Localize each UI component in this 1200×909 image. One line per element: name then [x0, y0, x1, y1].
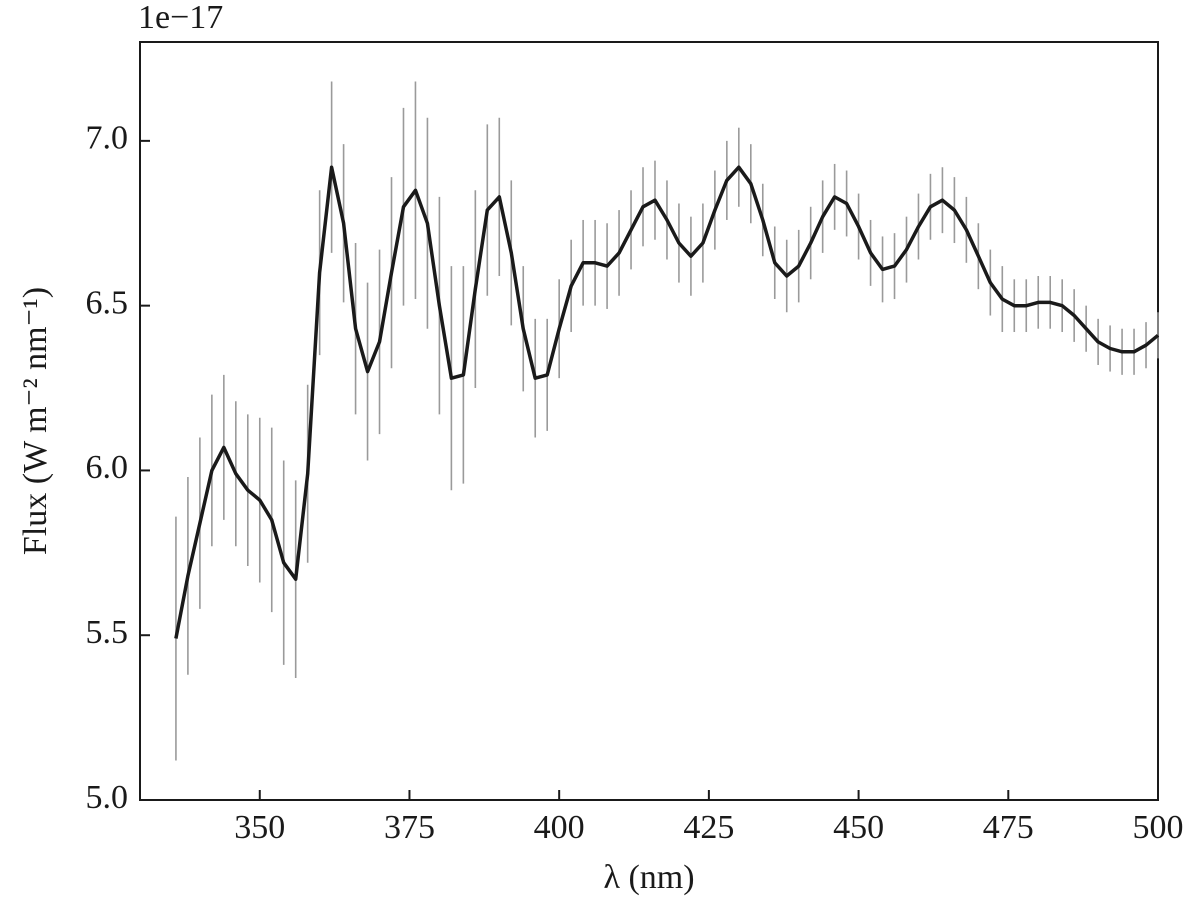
x-tick-label: 350: [234, 809, 285, 846]
plot-frame: [139, 41, 1159, 801]
y-tick-label: 6.5: [86, 284, 129, 321]
y-tick-label: 5.0: [86, 779, 129, 816]
x-tick-label: 425: [683, 809, 734, 846]
y-tick-label: 5.5: [86, 614, 129, 651]
y-axis-label: Flux (W m⁻² nm⁻¹): [17, 287, 54, 555]
x-tick-label: 500: [1133, 809, 1184, 846]
y-tick-label: 7.0: [86, 120, 129, 157]
x-tick-label: 450: [833, 809, 884, 846]
x-tick-label: 475: [983, 809, 1034, 846]
offset-text: 1e−17: [138, 0, 223, 36]
x-axis-label: λ (nm): [603, 859, 694, 896]
x-tick-label: 400: [534, 809, 585, 846]
spectrum-line: [174, 165, 1160, 639]
y-tick-label: 6.0: [86, 449, 129, 486]
x-tick-label: 375: [384, 809, 435, 846]
